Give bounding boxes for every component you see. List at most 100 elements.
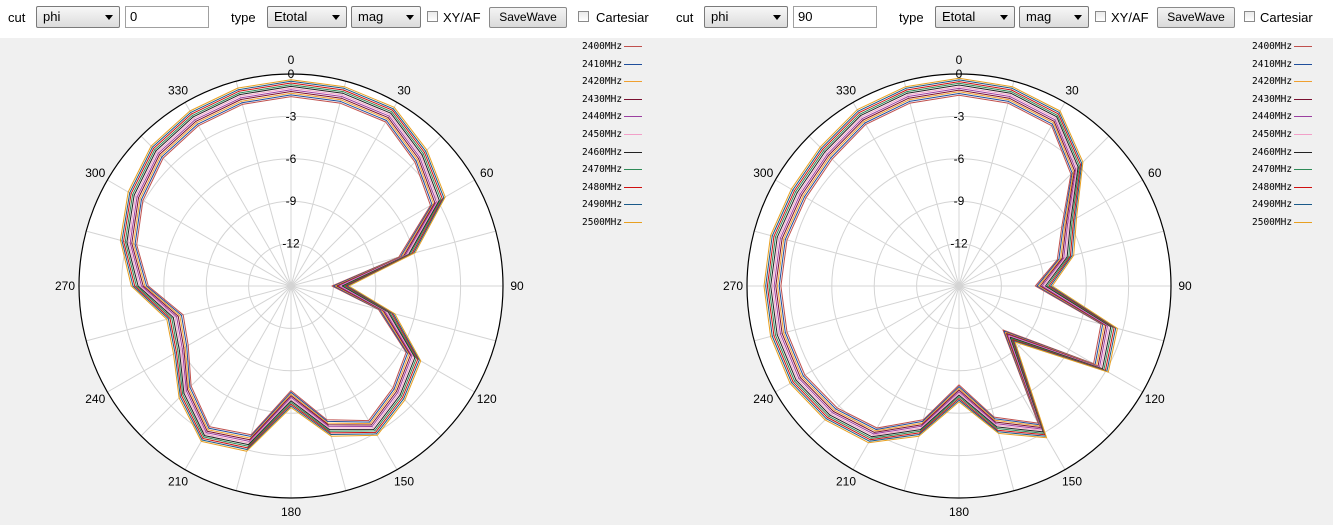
legend-label: 2410MHz: [582, 58, 623, 70]
angle-tick-label: 150: [394, 475, 414, 489]
cartesian-label: Cartesiar: [1260, 10, 1313, 25]
angle-tick-label: 210: [836, 475, 856, 489]
series-trace-2500MHz: [119, 79, 446, 452]
grid-spoke: [235, 285, 292, 491]
legend-label: 2490MHz: [1252, 199, 1293, 211]
legend-item: 2450MHz: [582, 126, 643, 144]
legend-label: 2470MHz: [1252, 164, 1293, 176]
xyaf-checkbox[interactable]: [427, 11, 438, 22]
series-trace-2400MHz: [136, 96, 431, 436]
legend-swatch: [1294, 186, 1313, 188]
chevron-down-icon: [406, 15, 414, 20]
type-select[interactable]: Etotal: [935, 6, 1015, 28]
angle-tick-label: 0: [956, 53, 963, 67]
angle-tick-label: 210: [168, 475, 188, 489]
type-select[interactable]: Etotal: [267, 6, 347, 28]
cartesian-checkbox[interactable]: [1244, 11, 1255, 22]
angle-tick-label: 60: [1148, 166, 1162, 180]
legend-swatch: [624, 98, 643, 100]
series-trace-2420MHz: [777, 91, 1105, 432]
radial-tick-label: -3: [286, 109, 297, 123]
legend-item: 2500MHz: [582, 214, 643, 232]
grid-spoke: [184, 285, 292, 470]
cut-select-value: phi: [711, 9, 729, 24]
savewave-button[interactable]: SaveWave: [1157, 7, 1235, 28]
grid-spoke: [958, 285, 1110, 437]
xyaf-checkbox[interactable]: [1095, 11, 1106, 22]
cut-select[interactable]: phi: [36, 6, 120, 28]
legend-label: 2430MHz: [1252, 93, 1293, 105]
legend-swatch: [1294, 63, 1313, 65]
cut-angle-input[interactable]: 90: [793, 6, 877, 28]
grid-spoke: [290, 285, 475, 393]
cut-select[interactable]: phi: [704, 6, 788, 28]
cut-angle-input[interactable]: 0: [125, 6, 209, 28]
xyaf-label: XY/AF: [443, 10, 481, 25]
cartesian-label: Cartesiar: [596, 10, 649, 25]
cartesian-checkbox[interactable]: [578, 11, 589, 22]
legend-item: 2480MHz: [582, 179, 643, 197]
legend-swatch: [624, 133, 643, 135]
xyaf-label: XY/AF: [1111, 10, 1149, 25]
legend-item: 2470MHz: [1252, 161, 1313, 179]
grid-spoke: [86, 285, 292, 342]
angle-tick-label: 120: [1145, 392, 1165, 406]
series-trace-2490MHz: [765, 79, 1117, 442]
radial-tick-label: -12: [950, 237, 968, 251]
mag-select[interactable]: mag: [351, 6, 421, 28]
grid-spoke: [775, 285, 960, 393]
grid-spoke: [140, 135, 292, 287]
legend-swatch: [1294, 169, 1313, 171]
series-trace-2500MHz: [763, 77, 1118, 444]
legend-item: 2450MHz: [1252, 126, 1313, 144]
chevron-down-icon: [773, 15, 781, 20]
angle-tick-label: 270: [723, 279, 743, 293]
series-trace-2490MHz: [121, 80, 445, 450]
type-select-value: Etotal: [274, 9, 308, 24]
angle-tick-label: 240: [753, 392, 773, 406]
grid-spoke: [958, 135, 1110, 287]
grid-spoke: [903, 285, 960, 491]
grid-spoke: [754, 230, 960, 287]
series-trace-2410MHz: [134, 94, 433, 437]
legend-label: 2400MHz: [1252, 41, 1293, 52]
legend-item: 2440MHz: [582, 108, 643, 126]
grid-spoke: [290, 285, 442, 437]
chevron-down-icon: [1074, 15, 1082, 20]
radial-tick-label: 0: [956, 67, 963, 81]
angle-tick-label: 240: [85, 392, 105, 406]
legend-swatch: [1294, 98, 1313, 100]
grid-spoke: [290, 285, 347, 491]
legend-item: 2420MHz: [1252, 73, 1313, 91]
legend-swatch: [1294, 151, 1313, 153]
cut-label: cut: [8, 10, 26, 25]
angle-tick-label: 90: [510, 279, 524, 293]
radial-tick-label: -12: [282, 237, 300, 251]
legend-swatch: [624, 81, 643, 83]
legend-label: 2450MHz: [582, 128, 623, 140]
right-pattern-panel: cut phi 90 type Etotal mag XY/AF SaveWav…: [668, 0, 1333, 525]
series-trace-2470MHz: [768, 82, 1113, 439]
chevron-down-icon: [332, 15, 340, 20]
legend-label: 2430MHz: [582, 93, 623, 105]
radial-tick-label: 0: [288, 67, 295, 81]
legend: 2400MHz 2410MHz 2420MHz 2430MHz 2440MHz 2450M…: [582, 38, 643, 232]
angle-tick-label: 30: [397, 83, 411, 97]
savewave-button[interactable]: SaveWave: [489, 7, 567, 28]
legend-item: 2440MHz: [1252, 108, 1313, 126]
mag-select[interactable]: mag: [1019, 6, 1089, 28]
legend-label: 2480MHz: [582, 181, 623, 193]
legend-label: 2420MHz: [1252, 76, 1293, 88]
type-label: type: [899, 10, 924, 25]
legend-label: 2410MHz: [1252, 58, 1293, 70]
legend-swatch: [624, 169, 643, 171]
series-trace-2460MHz: [770, 84, 1112, 438]
legend-label: 2400MHz: [582, 41, 623, 52]
chevron-down-icon: [1000, 15, 1008, 20]
radial-tick-label: -3: [954, 109, 965, 123]
legend-swatch: [624, 46, 643, 47]
series-trace-2480MHz: [123, 82, 443, 449]
legend-item: 2460MHz: [582, 144, 643, 162]
angle-tick-label: 150: [1062, 475, 1082, 489]
legend-label: 2420MHz: [582, 76, 623, 88]
